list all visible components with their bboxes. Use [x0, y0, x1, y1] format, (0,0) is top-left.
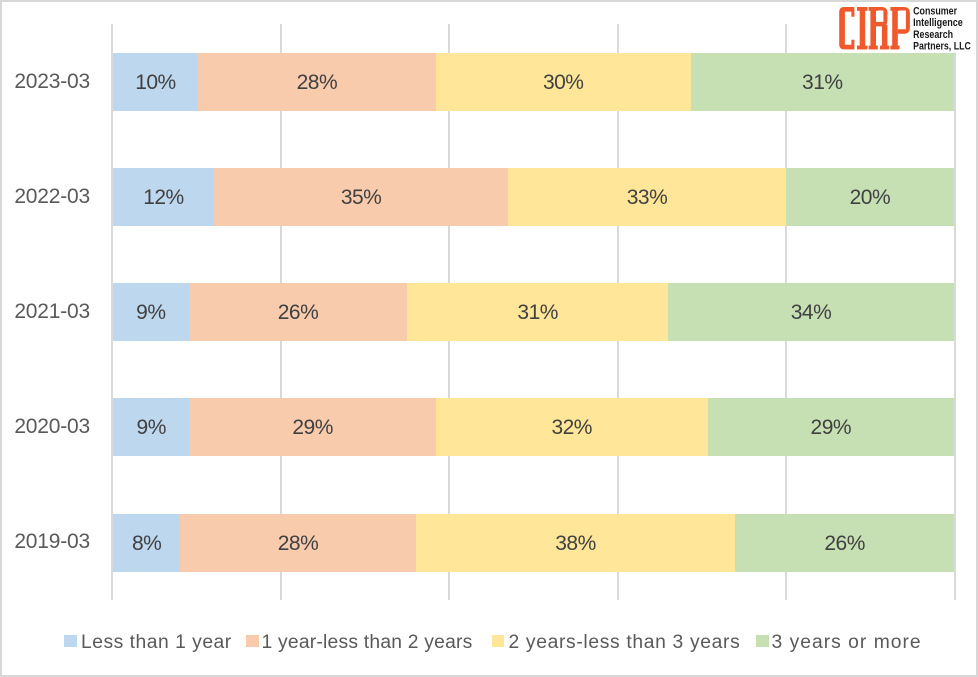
svg-text:Partners, LLC: Partners, LLC: [913, 41, 971, 53]
svg-text:Intelligence: Intelligence: [913, 17, 963, 29]
svg-text:Research: Research: [913, 29, 953, 41]
svg-text:Consumer: Consumer: [913, 6, 957, 18]
